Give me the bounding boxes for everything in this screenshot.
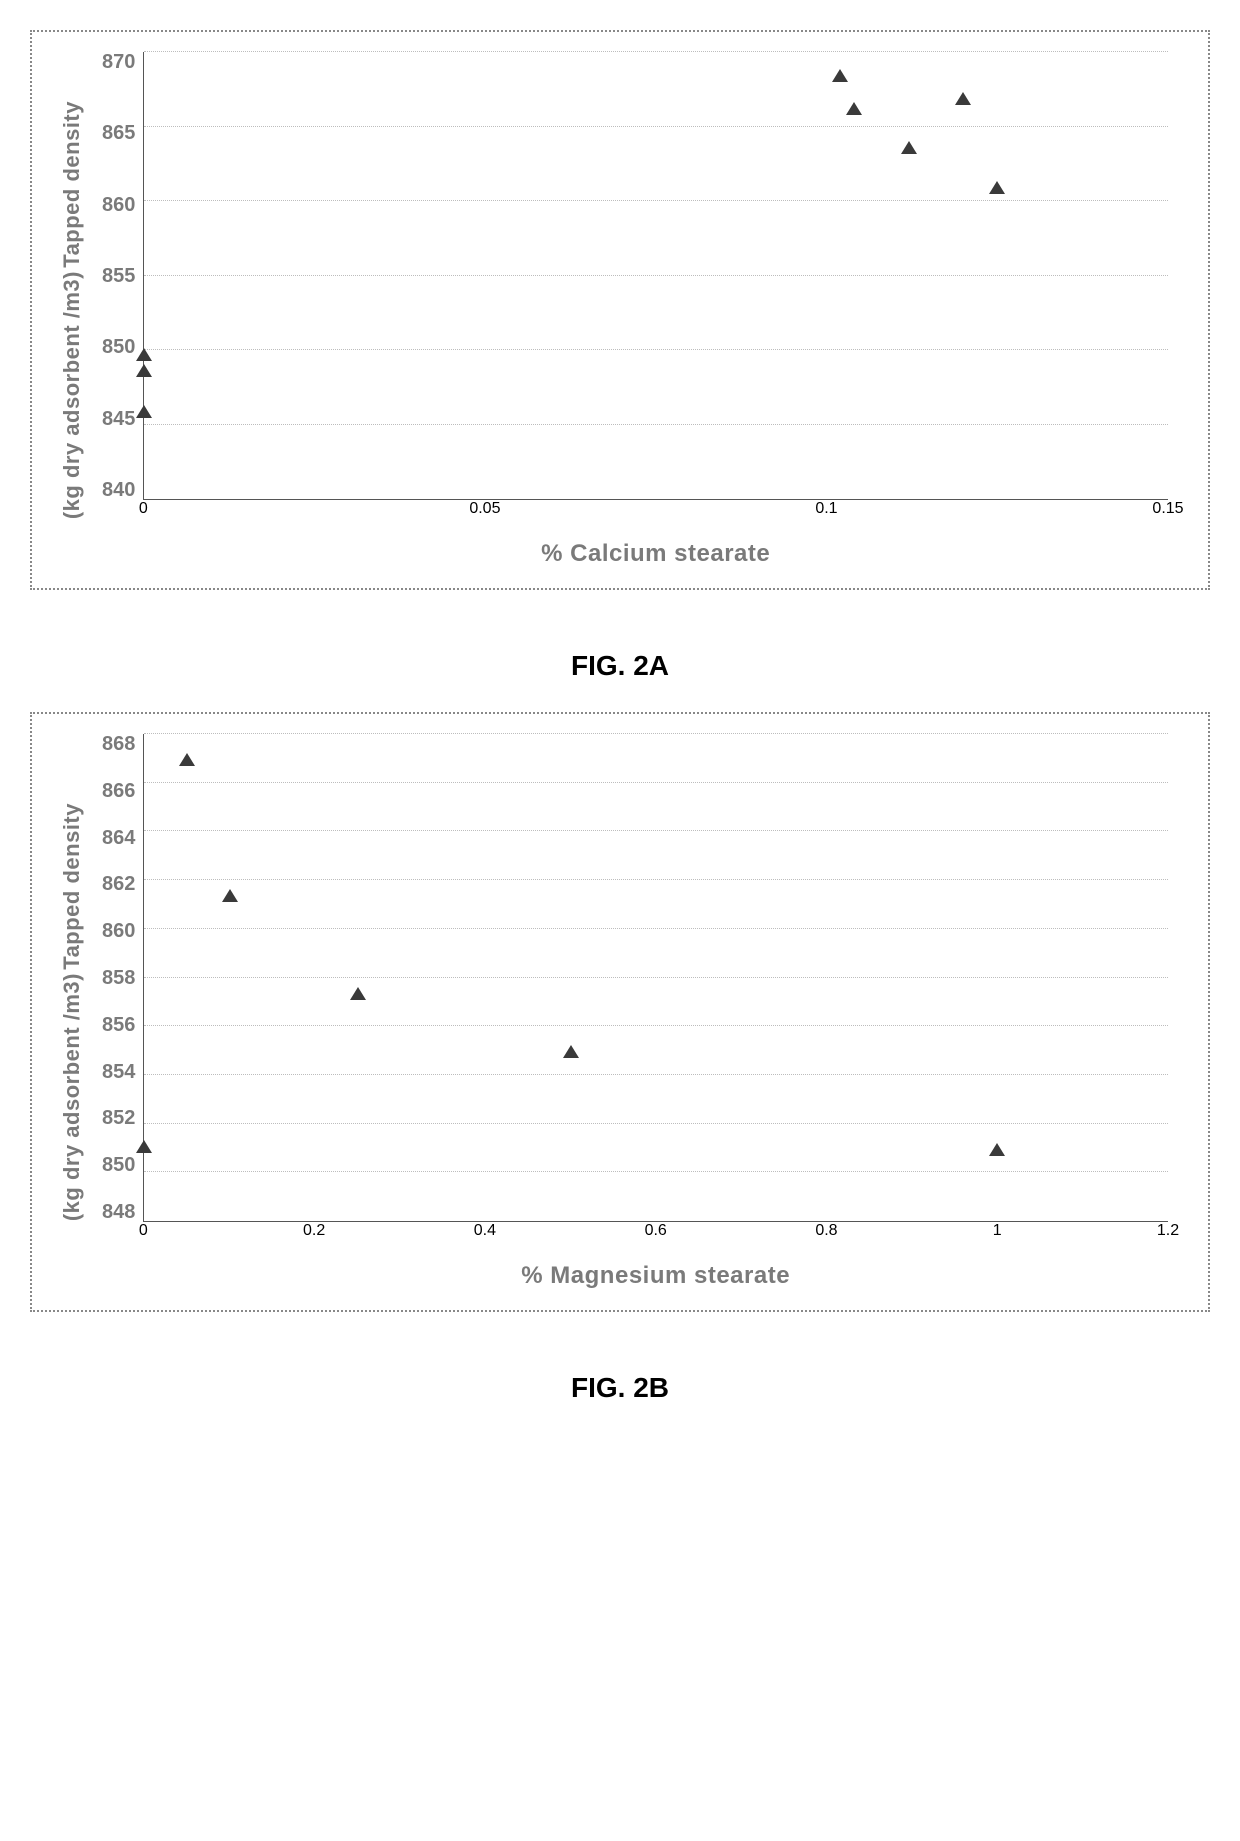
data-point [563, 1045, 579, 1058]
data-point [901, 141, 917, 154]
ytick-label: 864 [102, 828, 135, 848]
xtick-label: 0.1 [815, 500, 837, 518]
plot-area-a [143, 52, 1168, 500]
xticks-b: 00.20.40.60.811.2 [143, 1222, 1168, 1250]
plot-col-b: 868866864862860858856854852850848 000 00… [102, 734, 1168, 1290]
data-point [136, 1140, 152, 1153]
gridline [144, 349, 1168, 350]
ytick-label: 858 [102, 968, 135, 988]
gridline [144, 782, 1168, 783]
gridline [144, 1025, 1168, 1026]
ytick-label: 860 [102, 921, 135, 941]
data-point [136, 364, 152, 377]
xtick-label: 1 [993, 1222, 1002, 1240]
xlabel-b: % Magnesium stearate [143, 1262, 1168, 1290]
ytick-label: 855 [102, 266, 135, 286]
ytick-label: 866 [102, 781, 135, 801]
plot-area-b [143, 734, 1168, 1222]
xtick-label: 0.2 [303, 1222, 325, 1240]
ylabel-b-line1: Tapped density [59, 803, 85, 970]
data-point [846, 102, 862, 115]
ytick-label: 870 [102, 52, 135, 72]
gridline [144, 733, 1168, 734]
ylabel-a-line2: (kg dry adsorbent /m3) [59, 271, 85, 519]
xticks-a: 00.050.10.15 [143, 500, 1168, 528]
ytick-label: 845 [102, 409, 135, 429]
data-point [222, 889, 238, 902]
ytick-label: 850 [102, 337, 135, 357]
ytick-label: 848 [102, 1202, 135, 1222]
gridline [144, 200, 1168, 201]
xtick-label: 0 [139, 500, 148, 518]
chart-a: Tapped density (kg dry adsorbent /m3) 87… [32, 32, 1208, 588]
gridline [144, 51, 1168, 52]
ytick-label: 862 [102, 874, 135, 894]
xtick-label: 0 [139, 1222, 148, 1240]
xtick-label: 0.4 [474, 1222, 496, 1240]
gridline [144, 275, 1168, 276]
gridline [144, 126, 1168, 127]
plot-col-a: 870865860855850845840 000 00.050.10.15 %… [102, 52, 1168, 568]
xtick-label: 0.8 [815, 1222, 837, 1240]
xtick-label: 0.15 [1152, 500, 1183, 518]
ylabel-block-b: Tapped density (kg dry adsorbent /m3) [42, 803, 102, 1222]
data-point [989, 181, 1005, 194]
gridline [144, 977, 1168, 978]
ytick-label: 868 [102, 734, 135, 754]
ylabel-a-line1: Tapped density [59, 101, 85, 268]
xlabel-a: % Calcium stearate [143, 540, 1168, 568]
ylabel-b-line2: (kg dry adsorbent /m3) [59, 973, 85, 1221]
data-point [350, 987, 366, 1000]
data-point [179, 753, 195, 766]
xtick-label: 0.05 [469, 500, 500, 518]
chart-panel-b: Tapped density (kg dry adsorbent /m3) 86… [30, 712, 1210, 1312]
data-point [955, 92, 971, 105]
chart-b: Tapped density (kg dry adsorbent /m3) 86… [32, 714, 1208, 1310]
figure-caption-a: FIG. 2A [30, 650, 1210, 682]
ytick-label: 854 [102, 1062, 135, 1082]
gridline [144, 1074, 1168, 1075]
gridline [144, 830, 1168, 831]
ytick-label: 850 [102, 1155, 135, 1175]
data-point [989, 1143, 1005, 1156]
chart-panel-a: Tapped density (kg dry adsorbent /m3) 87… [30, 30, 1210, 590]
yticks-a: 870 865 860 855 850 845 840 [102, 52, 143, 500]
data-point [832, 69, 848, 82]
gridline [144, 1171, 1168, 1172]
data-point [136, 348, 152, 361]
xtick-label: 0.6 [645, 1222, 667, 1240]
data-point [136, 405, 152, 418]
ytick-label: 860 [102, 195, 135, 215]
xtick-label: 1.2 [1157, 1222, 1179, 1240]
ytick-label: 852 [102, 1108, 135, 1128]
ytick-label: 856 [102, 1015, 135, 1035]
ytick-label: 840 [102, 480, 135, 500]
gridline [144, 424, 1168, 425]
ylabel-block-a: Tapped density (kg dry adsorbent /m3) [42, 101, 102, 520]
gridline [144, 928, 1168, 929]
gridline [144, 1123, 1168, 1124]
ytick-label: 865 [102, 123, 135, 143]
figure-caption-b: FIG. 2B [30, 1372, 1210, 1404]
gridline [144, 879, 1168, 880]
